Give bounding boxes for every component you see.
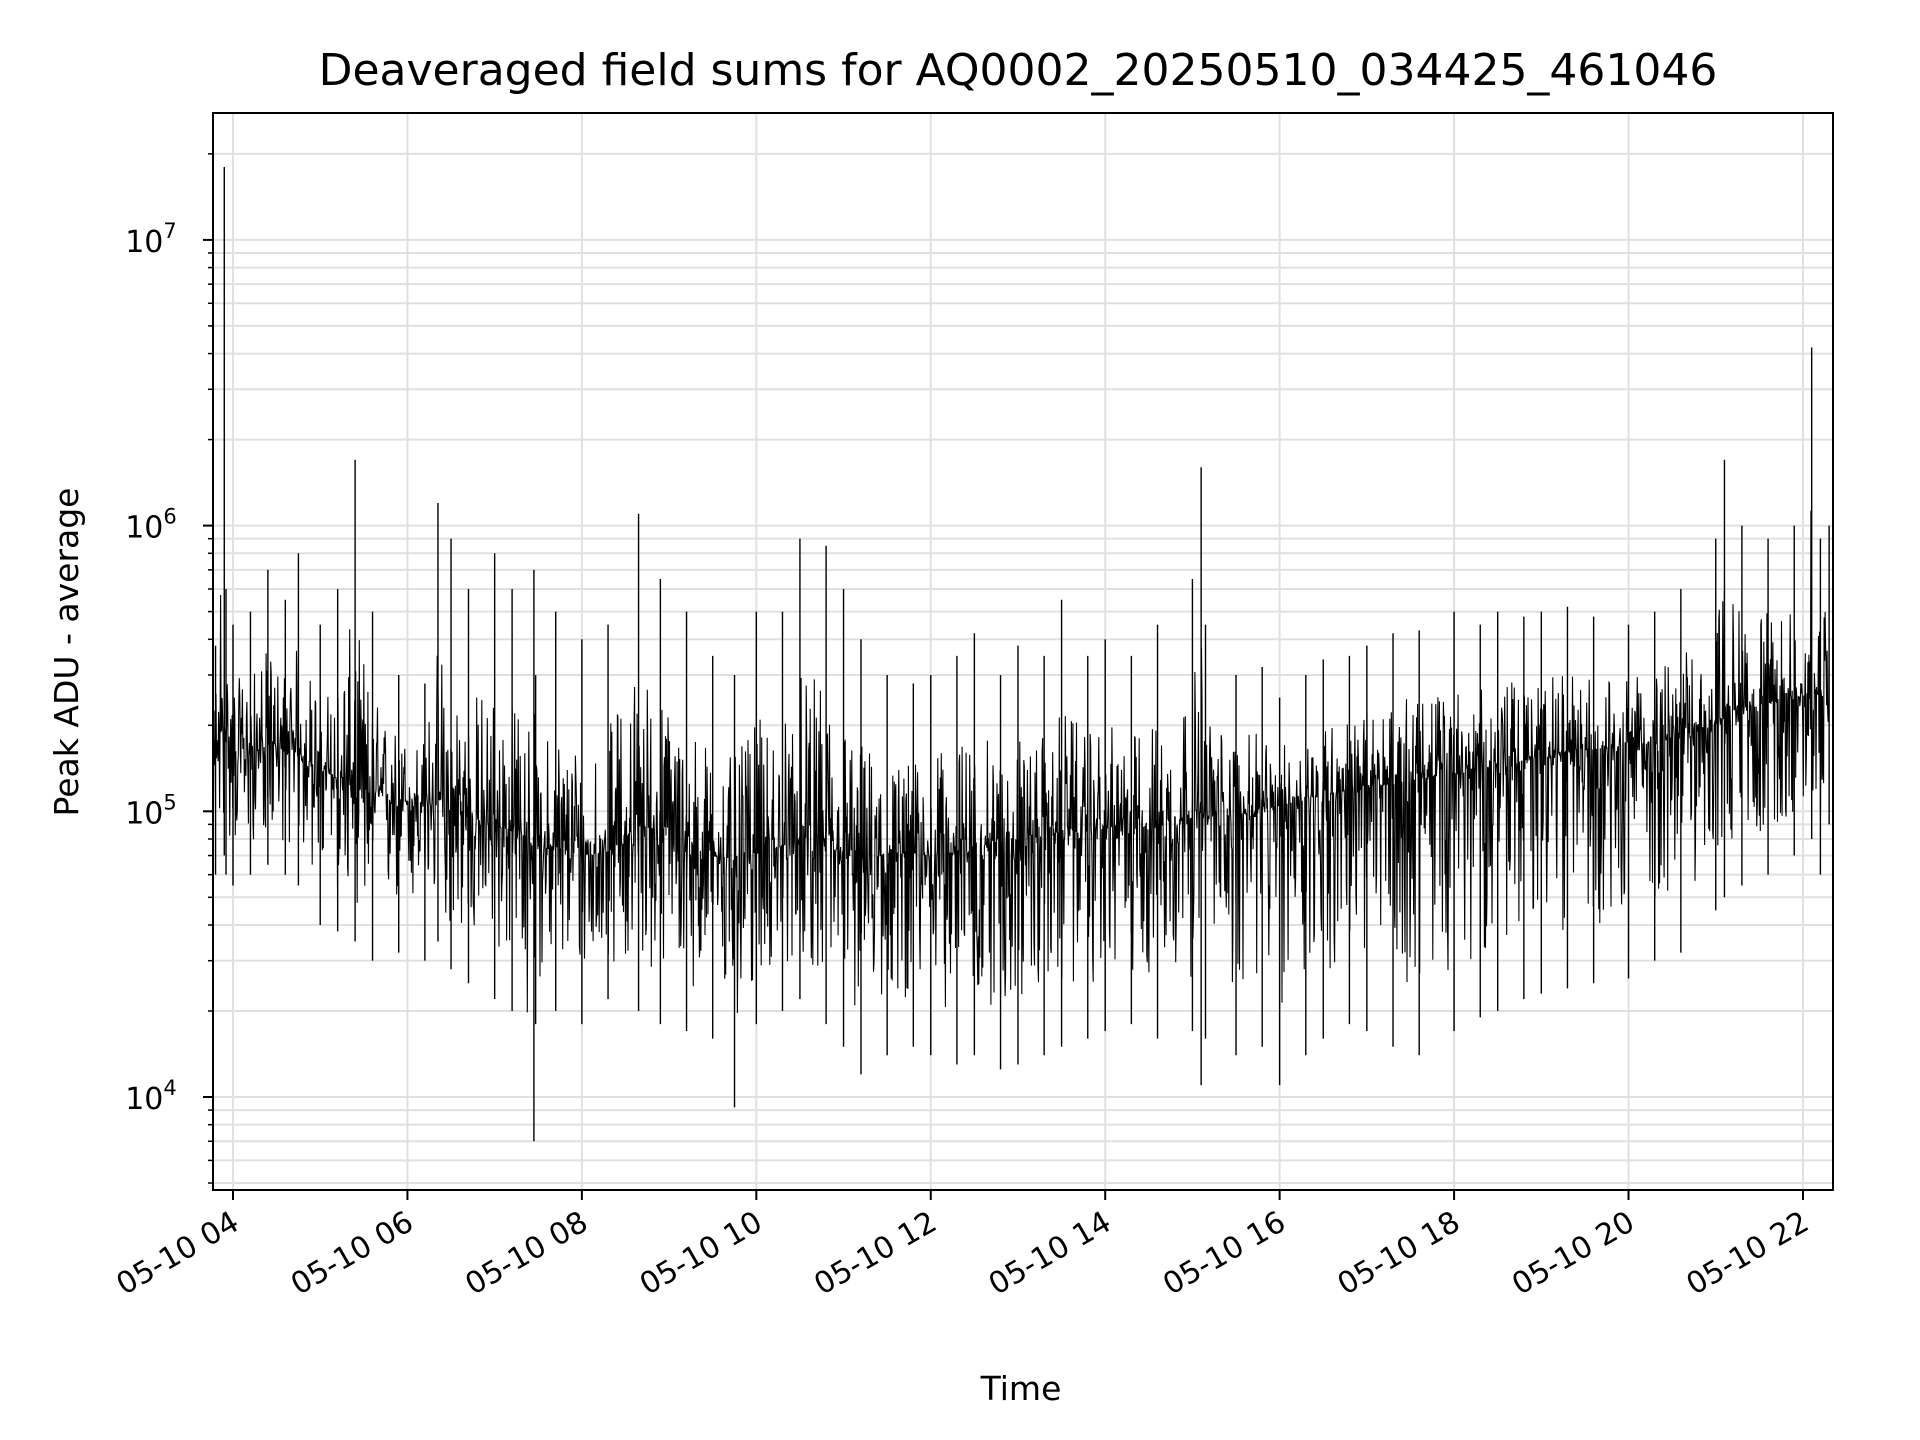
- data-series: [213, 166, 1830, 1142]
- y-axis-label: Peak ADU - average: [47, 488, 86, 817]
- y-tick-label: 105: [125, 790, 177, 831]
- y-tick-label: 104: [125, 1076, 177, 1117]
- chart-title: Deaveraged field sums for AQ0002_2025051…: [319, 45, 1718, 96]
- x-axis-label: Time: [980, 1369, 1062, 1408]
- data-line: [213, 510, 1830, 1013]
- y-tick-label: 107: [125, 219, 177, 260]
- y-tick-label: 106: [125, 505, 177, 546]
- plot-frame: [212, 112, 1834, 1191]
